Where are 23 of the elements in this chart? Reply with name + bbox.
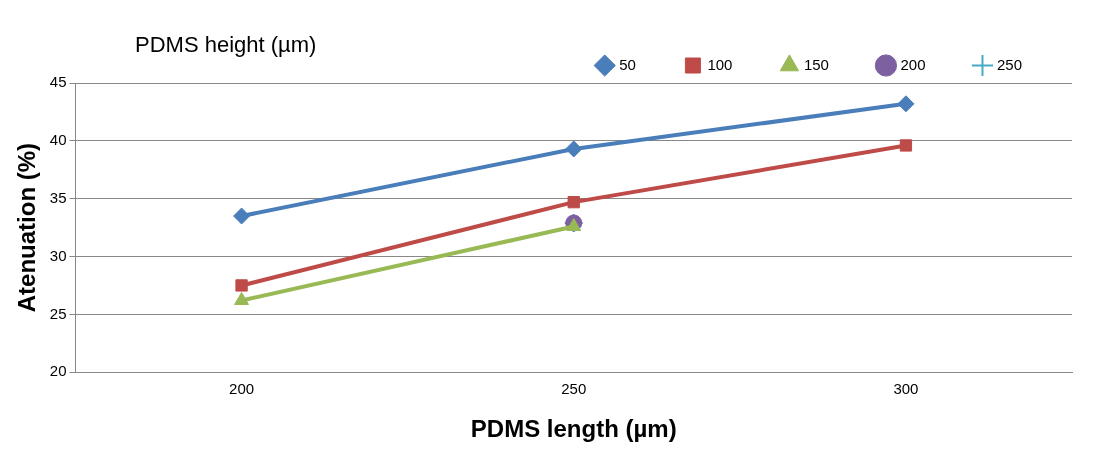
x-tick-label: 200 xyxy=(229,380,255,398)
legend-label: 50 xyxy=(619,55,636,73)
legend-label: 200 xyxy=(900,55,926,73)
point xyxy=(897,95,915,113)
y-tick-label: 20 xyxy=(49,362,67,380)
y-tick-label: 45 xyxy=(49,73,67,91)
x-axis-title: PDMS length (µm) xyxy=(470,415,677,443)
y-axis-title: Atenuation (%) xyxy=(13,142,41,313)
y-tick-label: 40 xyxy=(49,130,67,148)
point xyxy=(235,279,248,292)
point xyxy=(567,195,580,209)
y-tick-label: 25 xyxy=(49,304,67,322)
point xyxy=(565,140,583,158)
point xyxy=(233,207,251,225)
x-tick-label: 250 xyxy=(561,380,587,398)
point xyxy=(899,139,913,152)
legend-label: 250 xyxy=(996,55,1022,73)
x-tick-label: 300 xyxy=(893,380,919,398)
y-tick-label: 35 xyxy=(49,188,67,206)
legend-title: PDMS height (µm) xyxy=(135,31,317,57)
legend-label: 150 xyxy=(803,55,829,73)
y-tick-label: 30 xyxy=(49,246,67,264)
legend-label: 100 xyxy=(707,55,733,73)
